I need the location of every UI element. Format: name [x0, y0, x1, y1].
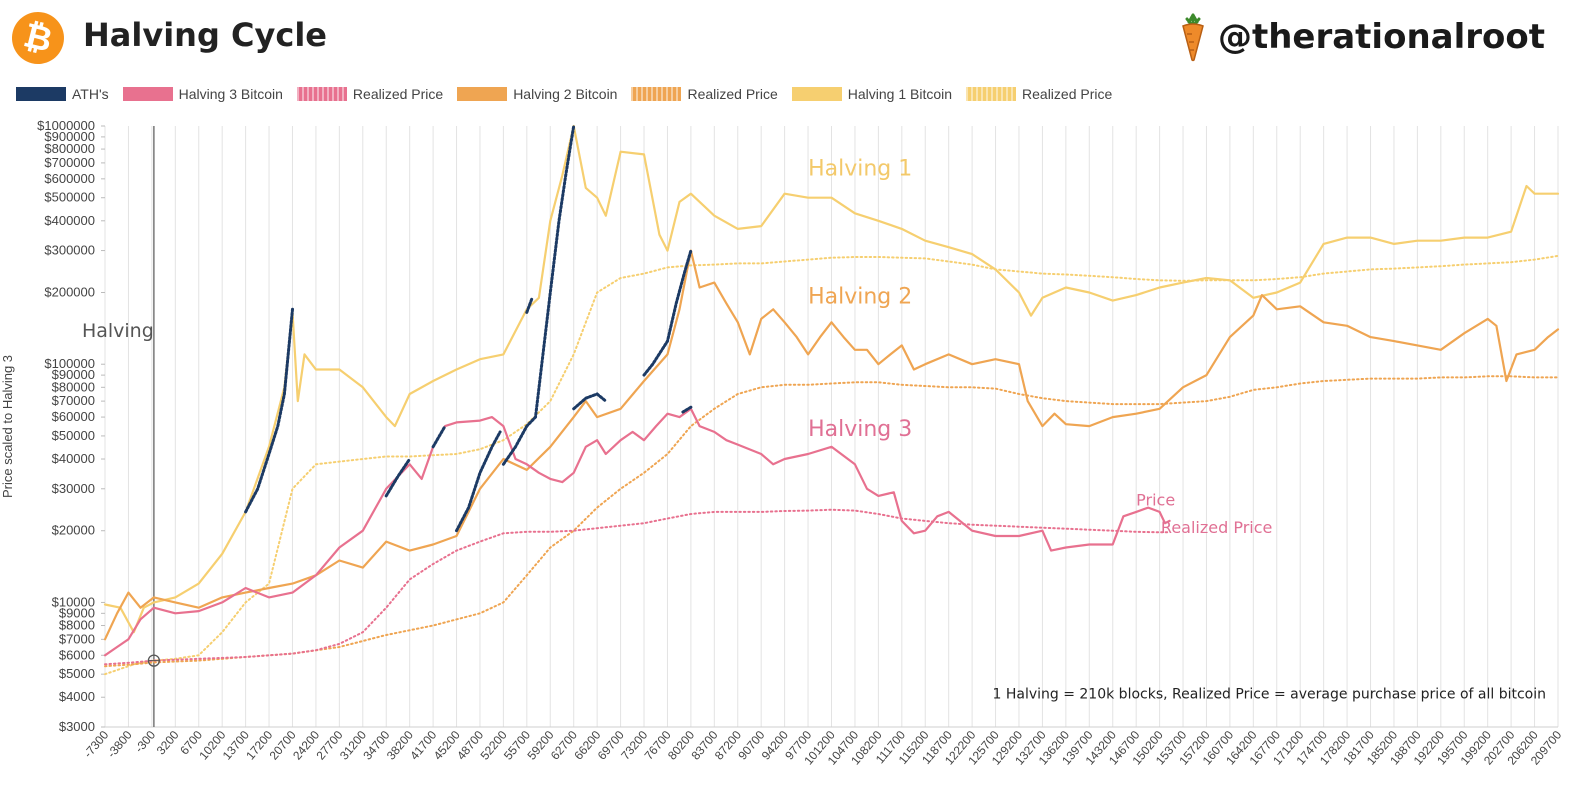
legend-label: Realized Price [352, 86, 444, 102]
legend-label: ATH's [72, 86, 109, 102]
chart-annotation: Halving 1 [808, 156, 912, 181]
halving-label: Halving [82, 320, 154, 342]
y-tick-label: $50000 [52, 428, 95, 443]
brand: @therationalroot [1176, 12, 1545, 62]
brand-handle: @therationalroot [1217, 17, 1545, 57]
legend-item[interactable]: Halving 3 Bitcoin [122, 86, 283, 102]
y-tick-label: $3000 [59, 719, 95, 734]
legend-label: Realized Price [1022, 86, 1113, 102]
ath-segment [244, 307, 294, 514]
ath-segment [501, 124, 576, 466]
legend-label: Realized Price [687, 86, 778, 102]
y-tick-label: $500000 [44, 190, 95, 205]
series-line-halving-3-bitcoin [103, 407, 1171, 657]
y-tick-label: $900000 [44, 129, 95, 144]
y-tick-label: $8000 [59, 618, 95, 633]
ath-segment [384, 457, 412, 498]
chart-footnote: 1 Halving = 210k blocks, Realized Price … [992, 687, 1546, 703]
y-tick-label: $40000 [52, 451, 95, 466]
legend-item[interactable]: Halving 2 Bitcoin [457, 86, 617, 102]
ath-segment [455, 430, 502, 533]
y-tick-label: $600000 [44, 171, 95, 186]
y-tick-label: $5000 [59, 666, 95, 681]
y-tick-label: $60000 [52, 409, 95, 424]
y-tick-label: $70000 [52, 393, 95, 408]
legend-item[interactable]: ATH's [16, 86, 109, 102]
halving-chart: -7300-3800-30032006700102001370017200207… [0, 118, 1565, 768]
y-tick-label: $20000 [52, 523, 95, 538]
ath-segment [681, 405, 693, 414]
y-axis-label: Price scaled to Halving 3 [0, 355, 15, 498]
y-tick-label: $300000 [44, 243, 95, 258]
series-line-halving-1-realized-price [104, 254, 1559, 676]
legend-swatch [457, 87, 508, 101]
series-line-halving-2-bitcoin [103, 249, 1560, 641]
chart-annotation: Halving 3 [808, 417, 912, 442]
y-tick-label: $700000 [44, 155, 95, 170]
series-line-halving-2-realized-price [104, 375, 1559, 668]
x-tick-label: -300 [132, 728, 158, 756]
y-tick-label: $9000 [59, 605, 95, 620]
legend-label: Halving 3 Bitcoin [178, 86, 283, 102]
y-tick-label: $1000000 [37, 118, 95, 133]
y-tick-label: $30000 [52, 481, 95, 496]
y-tick-label: $400000 [44, 213, 95, 228]
ath-segment [431, 424, 447, 449]
chart-annotation: Price [1136, 491, 1175, 510]
page-title: Halving Cycle [83, 16, 327, 54]
y-tick-label: $800000 [44, 141, 95, 156]
legend-swatch [122, 87, 173, 101]
y-tick-label: $80000 [52, 379, 95, 394]
legend-swatch [791, 87, 842, 101]
legend-swatch [296, 87, 347, 101]
ath-segment [572, 392, 608, 411]
ath-segment [642, 249, 693, 377]
series-line-halving-1-bitcoin [103, 124, 1560, 634]
legend: ATH's Halving 3 Bitcoin Realized Price Halv… [16, 84, 1126, 104]
x-tick-label: -3800 [104, 728, 135, 761]
carrot-icon [1182, 13, 1204, 62]
legend-item[interactable]: Realized Price [631, 86, 778, 102]
y-tick-label: $100000 [44, 356, 95, 371]
legend-item[interactable]: Realized Price [966, 86, 1112, 102]
y-tick-label: $4000 [59, 689, 95, 704]
ath-segment [525, 296, 534, 314]
y-tick-label: $200000 [44, 285, 95, 300]
series-line-halving-3-realized-price [104, 508, 1171, 666]
y-tick-label: $6000 [59, 647, 95, 662]
y-tick-label: $7000 [59, 631, 95, 646]
halving-marker [147, 654, 161, 667]
legend-item[interactable]: Halving 1 Bitcoin [791, 86, 953, 102]
chart-annotation: Halving 2 [808, 284, 912, 309]
chart-annotation: Realized Price [1161, 518, 1272, 537]
legend-label: Halving 1 Bitcoin [847, 86, 953, 102]
bitcoin-logo-icon: ₿ [6, 6, 70, 70]
legend-label: Halving 2 Bitcoin [513, 86, 618, 102]
x-tick-label: 3200 [154, 728, 182, 758]
legend-swatch [631, 87, 682, 101]
y-tick-label: $10000 [52, 594, 95, 609]
y-tick-label: $90000 [52, 367, 95, 382]
header: ₿ Halving Cycle @therationalroot [0, 0, 1585, 78]
legend-item[interactable]: Realized Price [296, 86, 444, 102]
legend-swatch [16, 87, 66, 101]
legend-swatch [966, 87, 1017, 101]
